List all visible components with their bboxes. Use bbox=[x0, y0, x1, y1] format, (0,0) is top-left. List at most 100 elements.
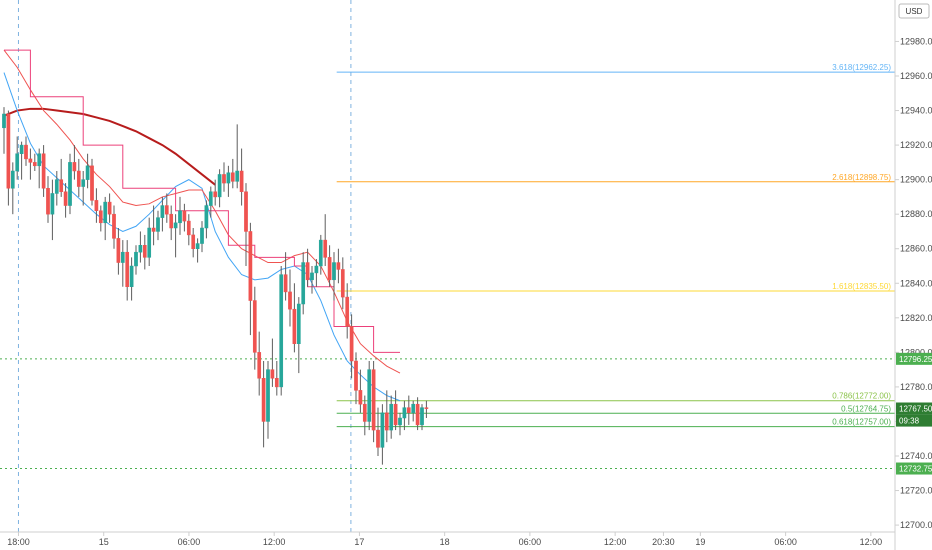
candle-body bbox=[46, 188, 50, 215]
candle-body bbox=[138, 245, 143, 253]
candle-body bbox=[85, 165, 90, 180]
y-tick-label: 12860.00 bbox=[900, 244, 932, 254]
y-tick-label: 12880.00 bbox=[900, 209, 932, 219]
candle-body bbox=[191, 234, 196, 249]
candle-body bbox=[239, 170, 244, 192]
candle-body bbox=[217, 174, 222, 198]
candle-body bbox=[6, 113, 11, 189]
candle-body bbox=[336, 262, 341, 270]
candle-body bbox=[94, 200, 99, 211]
moving-average-line bbox=[3, 49, 401, 374]
candle-body bbox=[32, 162, 37, 167]
candle-body bbox=[376, 429, 380, 448]
candle-body bbox=[50, 193, 55, 215]
currency-label[interactable]: USD bbox=[898, 3, 930, 19]
price-axis-badges: 12767.50 09:38 12796.25 12732.75 bbox=[896, 352, 932, 475]
candle-body bbox=[19, 144, 24, 154]
y-tick-label: 12920.00 bbox=[900, 140, 932, 150]
fib-level-label: 0.5(12764.75) bbox=[841, 404, 891, 413]
y-tick-label: 12720.00 bbox=[900, 486, 932, 496]
candle-body bbox=[380, 412, 385, 448]
y-tick-label: 12900.00 bbox=[900, 175, 932, 185]
candle-body bbox=[389, 403, 394, 431]
x-tick-label: 18:00 bbox=[7, 537, 30, 547]
candle-body bbox=[257, 352, 262, 379]
candle-body bbox=[10, 170, 15, 189]
currency-text: USD bbox=[906, 7, 923, 16]
candle-body bbox=[248, 231, 253, 301]
price-badge-label: 12767.50 bbox=[899, 405, 932, 414]
candle-body bbox=[283, 274, 288, 293]
candle-body bbox=[362, 403, 367, 422]
candle-body bbox=[15, 153, 20, 172]
candle-body bbox=[28, 158, 33, 163]
candle-body bbox=[204, 205, 209, 229]
candle-body bbox=[72, 162, 77, 172]
y-tick-label: 12800.00 bbox=[900, 347, 932, 357]
candle-body bbox=[164, 205, 169, 215]
candle-body bbox=[402, 407, 407, 419]
x-tick-label: 06:00 bbox=[519, 537, 542, 547]
candle-body bbox=[178, 210, 182, 224]
candle-body bbox=[103, 201, 108, 224]
x-tick-label: 17 bbox=[354, 537, 364, 547]
candle-body bbox=[200, 227, 204, 244]
candle-body bbox=[279, 274, 284, 388]
candle-body bbox=[323, 239, 328, 258]
candle-body bbox=[345, 296, 350, 327]
candle-body bbox=[68, 162, 72, 206]
candle-body bbox=[125, 251, 130, 287]
y-tick-label: 12780.00 bbox=[900, 382, 932, 392]
candle-body bbox=[261, 378, 266, 422]
candle-body bbox=[76, 170, 81, 187]
candle-body bbox=[213, 191, 218, 198]
candle-body bbox=[235, 170, 240, 182]
candle-body bbox=[244, 191, 248, 232]
candle-body bbox=[340, 269, 345, 298]
candle-body bbox=[384, 412, 389, 431]
step-channel-line bbox=[4, 49, 400, 353]
x-tick-label: 12:00 bbox=[263, 537, 286, 547]
moving-average-line bbox=[3, 107, 216, 186]
candle-body bbox=[420, 407, 424, 426]
candle-body bbox=[173, 222, 178, 229]
candle-body bbox=[112, 213, 116, 239]
y-tick-label: 12700.00 bbox=[900, 520, 932, 530]
candle-body bbox=[270, 369, 275, 379]
candle-body bbox=[226, 172, 231, 184]
candle-body bbox=[142, 245, 147, 258]
y-tick-label: 12960.00 bbox=[900, 71, 932, 81]
y-tick-label: 12980.00 bbox=[900, 36, 932, 46]
candle-body bbox=[134, 251, 138, 267]
candle-body bbox=[182, 210, 187, 222]
candle-body bbox=[266, 369, 270, 422]
candle-body bbox=[406, 407, 411, 414]
fib-level-label: 2.618(12898.75) bbox=[832, 173, 891, 182]
price-badge bbox=[896, 402, 932, 415]
x-tick-label: 19 bbox=[695, 537, 705, 547]
candle-body bbox=[186, 220, 191, 236]
candle-body bbox=[301, 262, 306, 305]
candle-body bbox=[310, 272, 314, 281]
session-break-lines bbox=[17, 0, 352, 532]
candle-body bbox=[169, 213, 174, 229]
candle-body bbox=[411, 403, 416, 414]
fibonacci-levels[interactable]: 3.618(12962.25) 2.618(12898.75) 1.618(1283… bbox=[336, 63, 895, 428]
candle-body bbox=[327, 257, 332, 281]
y-tick-label: 12840.00 bbox=[900, 278, 932, 288]
candle-body bbox=[274, 378, 279, 388]
y-tick-label: 12940.00 bbox=[900, 106, 932, 116]
x-tick-label: 12:00 bbox=[604, 537, 627, 547]
candle-body bbox=[252, 300, 257, 353]
price-badge bbox=[896, 352, 932, 365]
candle-body bbox=[415, 403, 420, 426]
candle-body bbox=[37, 153, 42, 167]
price-badge-label: 12796.25 bbox=[899, 355, 932, 364]
candle-body bbox=[230, 172, 235, 182]
candle-body bbox=[156, 217, 160, 232]
candle-body bbox=[424, 407, 429, 409]
candle-body bbox=[371, 369, 376, 431]
candle-body bbox=[367, 369, 372, 422]
